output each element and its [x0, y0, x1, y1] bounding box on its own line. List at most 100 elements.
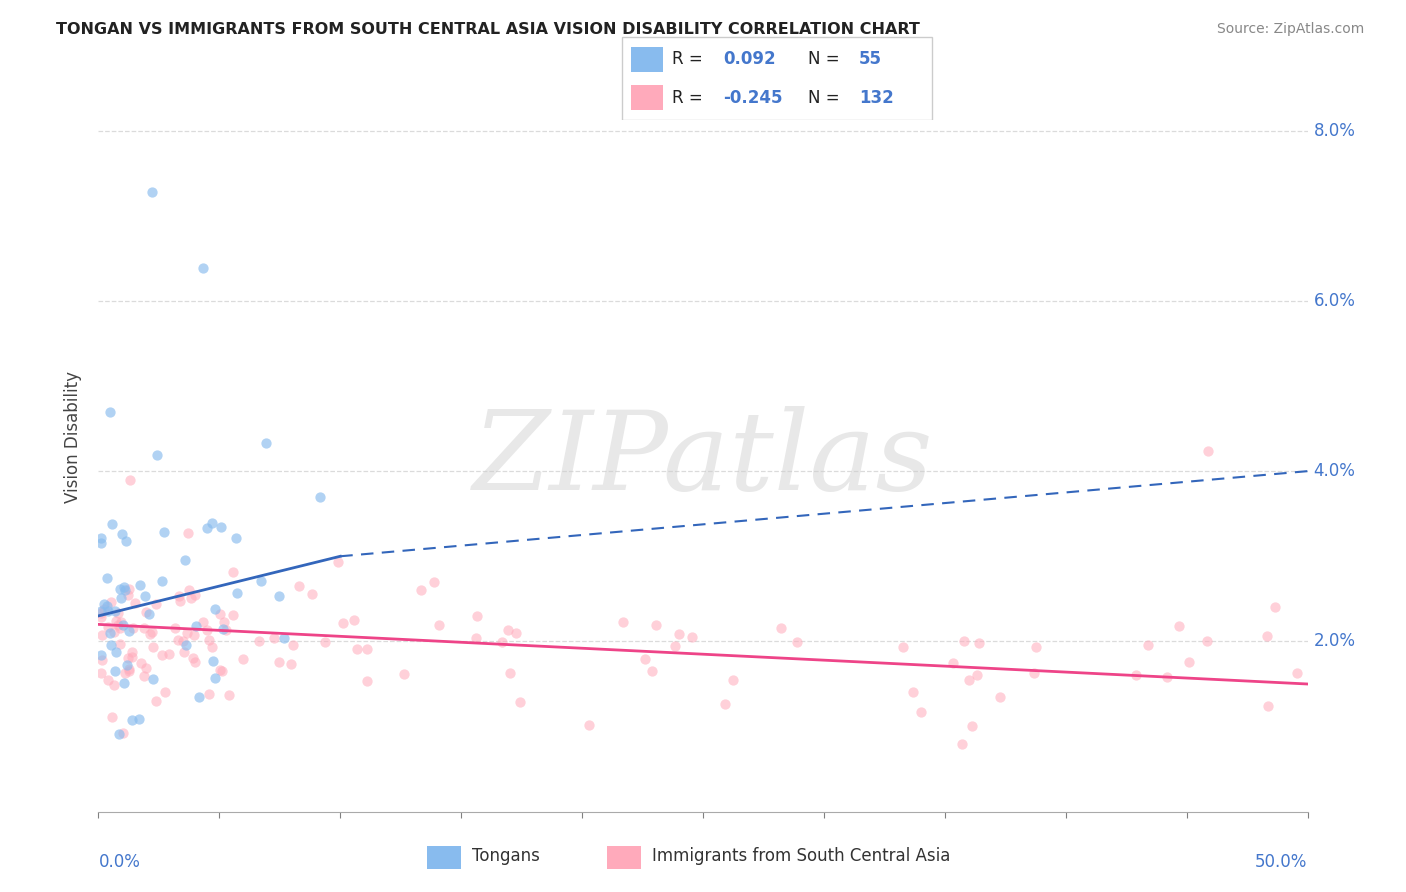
Point [1256, 629, 1278, 643]
Point [193, 261, 215, 276]
Point [142, 672, 165, 686]
Point [110, 591, 132, 605]
Point [118, 582, 141, 596]
Point [146, 448, 169, 462]
Point [114, 666, 136, 681]
Point [201, 654, 224, 668]
Point [411, 583, 433, 598]
Bar [607, 846, 641, 869]
Point [167, 633, 190, 648]
Point [505, 626, 527, 640]
Point [108, 726, 131, 740]
Point [97, 673, 120, 687]
Point [668, 626, 690, 640]
Point [107, 618, 129, 632]
Text: N =: N = [808, 88, 839, 106]
Point [969, 636, 991, 650]
Point [641, 664, 664, 678]
Point [634, 651, 657, 665]
Point [122, 621, 145, 635]
Point [269, 655, 291, 669]
Point [714, 698, 737, 712]
Point [135, 661, 157, 675]
Point [509, 695, 531, 709]
Text: ZIPatlas: ZIPatlas [472, 406, 934, 513]
Text: 6.0%: 6.0% [1313, 292, 1355, 310]
Point [98, 626, 121, 640]
Point [184, 619, 207, 633]
Point [184, 588, 207, 602]
Point [90, 606, 112, 620]
Point [681, 630, 703, 644]
Point [111, 726, 134, 740]
Point [117, 657, 139, 672]
Point [97, 604, 120, 618]
Point [139, 627, 162, 641]
Point [179, 583, 201, 598]
Point [128, 577, 150, 591]
Point [232, 652, 254, 666]
Point [104, 645, 127, 659]
Text: N =: N = [808, 51, 839, 69]
Point [96, 599, 118, 613]
Point [342, 614, 364, 628]
Point [134, 589, 156, 603]
Point [101, 517, 124, 532]
Point [209, 520, 232, 534]
Point [962, 719, 984, 733]
Point [100, 595, 122, 609]
Point [91, 652, 114, 666]
Point [1136, 638, 1159, 652]
Bar [631, 85, 664, 111]
Point [197, 632, 219, 647]
Point [645, 617, 668, 632]
Point [90, 610, 112, 624]
Point [177, 525, 200, 540]
Point [103, 625, 125, 640]
Point [212, 615, 235, 629]
Point [269, 589, 291, 603]
Point [115, 534, 138, 549]
Point [721, 673, 744, 687]
Point [90, 648, 112, 662]
Point [356, 641, 378, 656]
Point [169, 594, 191, 608]
Point [263, 632, 285, 646]
Text: R =: R = [672, 88, 703, 106]
Point [121, 650, 143, 665]
Point [165, 621, 187, 635]
Text: 8.0%: 8.0% [1313, 121, 1355, 139]
Point [499, 666, 522, 681]
Text: 2.0%: 2.0% [1313, 632, 1355, 650]
Point [1178, 655, 1201, 669]
Point [193, 615, 215, 629]
Point [120, 473, 142, 487]
Point [201, 516, 224, 530]
Point [204, 671, 226, 685]
Text: TONGAN VS IMMIGRANTS FROM SOUTH CENTRAL ASIA VISION DISABILITY CORRELATION CHART: TONGAN VS IMMIGRANTS FROM SOUTH CENTRAL … [56, 22, 920, 37]
Point [966, 667, 988, 681]
Point [1022, 666, 1045, 681]
Point [208, 663, 231, 677]
Point [118, 624, 141, 639]
Point [301, 587, 323, 601]
Point [98, 404, 121, 418]
Bar [427, 846, 461, 869]
Point [280, 657, 302, 671]
Text: R =: R = [672, 51, 703, 69]
Point [111, 618, 134, 632]
Point [496, 623, 519, 637]
Point [770, 621, 793, 635]
Point [901, 684, 924, 698]
Point [1286, 666, 1309, 681]
Text: Immigrants from South Central Asia: Immigrants from South Central Asia [652, 847, 950, 865]
Point [90, 536, 112, 550]
Point [103, 678, 125, 692]
Point [204, 602, 226, 616]
Point [612, 615, 634, 629]
Point [328, 555, 350, 569]
Point [184, 655, 207, 669]
Point [1025, 640, 1047, 654]
Point [249, 574, 271, 588]
Point [1198, 444, 1220, 458]
